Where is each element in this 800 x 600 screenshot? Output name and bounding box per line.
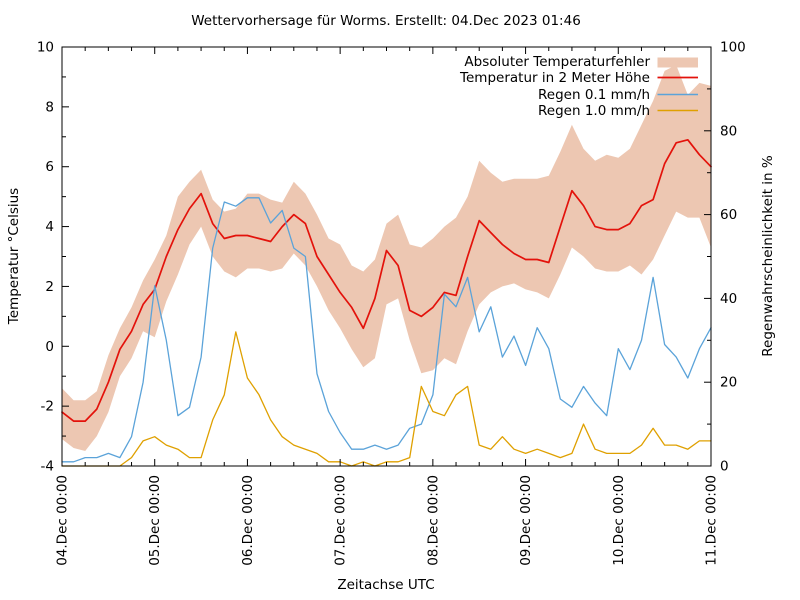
x-tick-label: 08.Dec 00:00 — [425, 475, 441, 566]
x-axis-title: Zeitachse UTC — [337, 577, 434, 593]
y-left-tick-label: -2 — [41, 399, 54, 415]
y-left-tick-label: 8 — [45, 99, 54, 115]
x-tick-label: 07.Dec 00:00 — [333, 475, 349, 566]
y-left-tick-label: -4 — [41, 459, 54, 475]
y-right-tick-label: 0 — [720, 459, 729, 475]
rain-01-line — [61, 197, 712, 463]
y-left-tick-label: 6 — [45, 159, 54, 175]
x-tick-label: 09.Dec 00:00 — [518, 475, 534, 566]
x-tick-label: 11.Dec 00:00 — [704, 475, 720, 566]
y-left-axis-title: Temperatur °Celsius — [6, 188, 22, 325]
temperature-line — [61, 138, 712, 422]
y-right-tick-label: 100 — [720, 40, 746, 56]
legend-label-error-band: Absoluter Temperaturfehler — [464, 54, 650, 70]
x-tick-label: 10.Dec 00:00 — [611, 475, 627, 566]
y-right-tick-label: 60 — [720, 207, 737, 223]
rain-10-line — [61, 331, 712, 467]
x-tick-label: 05.Dec 00:00 — [147, 475, 163, 566]
legend-label-temperature: Temperatur in 2 Meter Höhe — [459, 70, 650, 86]
y-left-tick-label: 10 — [37, 40, 54, 56]
x-tick-label: 06.Dec 00:00 — [240, 475, 256, 566]
y-left-tick-label: 0 — [45, 339, 54, 355]
x-tick-label: 04.Dec 00:00 — [55, 475, 71, 566]
legend-label-rain-10: Regen 1.0 mm/h — [538, 103, 650, 119]
y-right-tick-label: 20 — [720, 375, 737, 391]
ticks-layer: 04.Dec 00:00 05.Dec 00:00 06.Dec 00:00 07.D… — [37, 40, 746, 566]
chart-title: Wettervorhersage für Worms. Erstellt: 04… — [191, 13, 581, 29]
error-band — [62, 65, 711, 451]
series-layer — [61, 65, 712, 467]
plot-border — [61, 46, 712, 467]
y-right-tick-label: 40 — [720, 291, 737, 307]
y-right-tick-label: 80 — [720, 123, 737, 139]
y-right-axis-title: Regenwahrscheinlichkeit in % — [760, 155, 776, 357]
y-left-tick-label: 4 — [45, 219, 54, 235]
legend-label-rain-01: Regen 0.1 mm/h — [538, 87, 650, 103]
legend-swatch-error-band — [657, 57, 698, 68]
legend: Absoluter Temperaturfehler Temperatur in… — [459, 54, 698, 119]
y-left-tick-label: 2 — [45, 279, 54, 295]
